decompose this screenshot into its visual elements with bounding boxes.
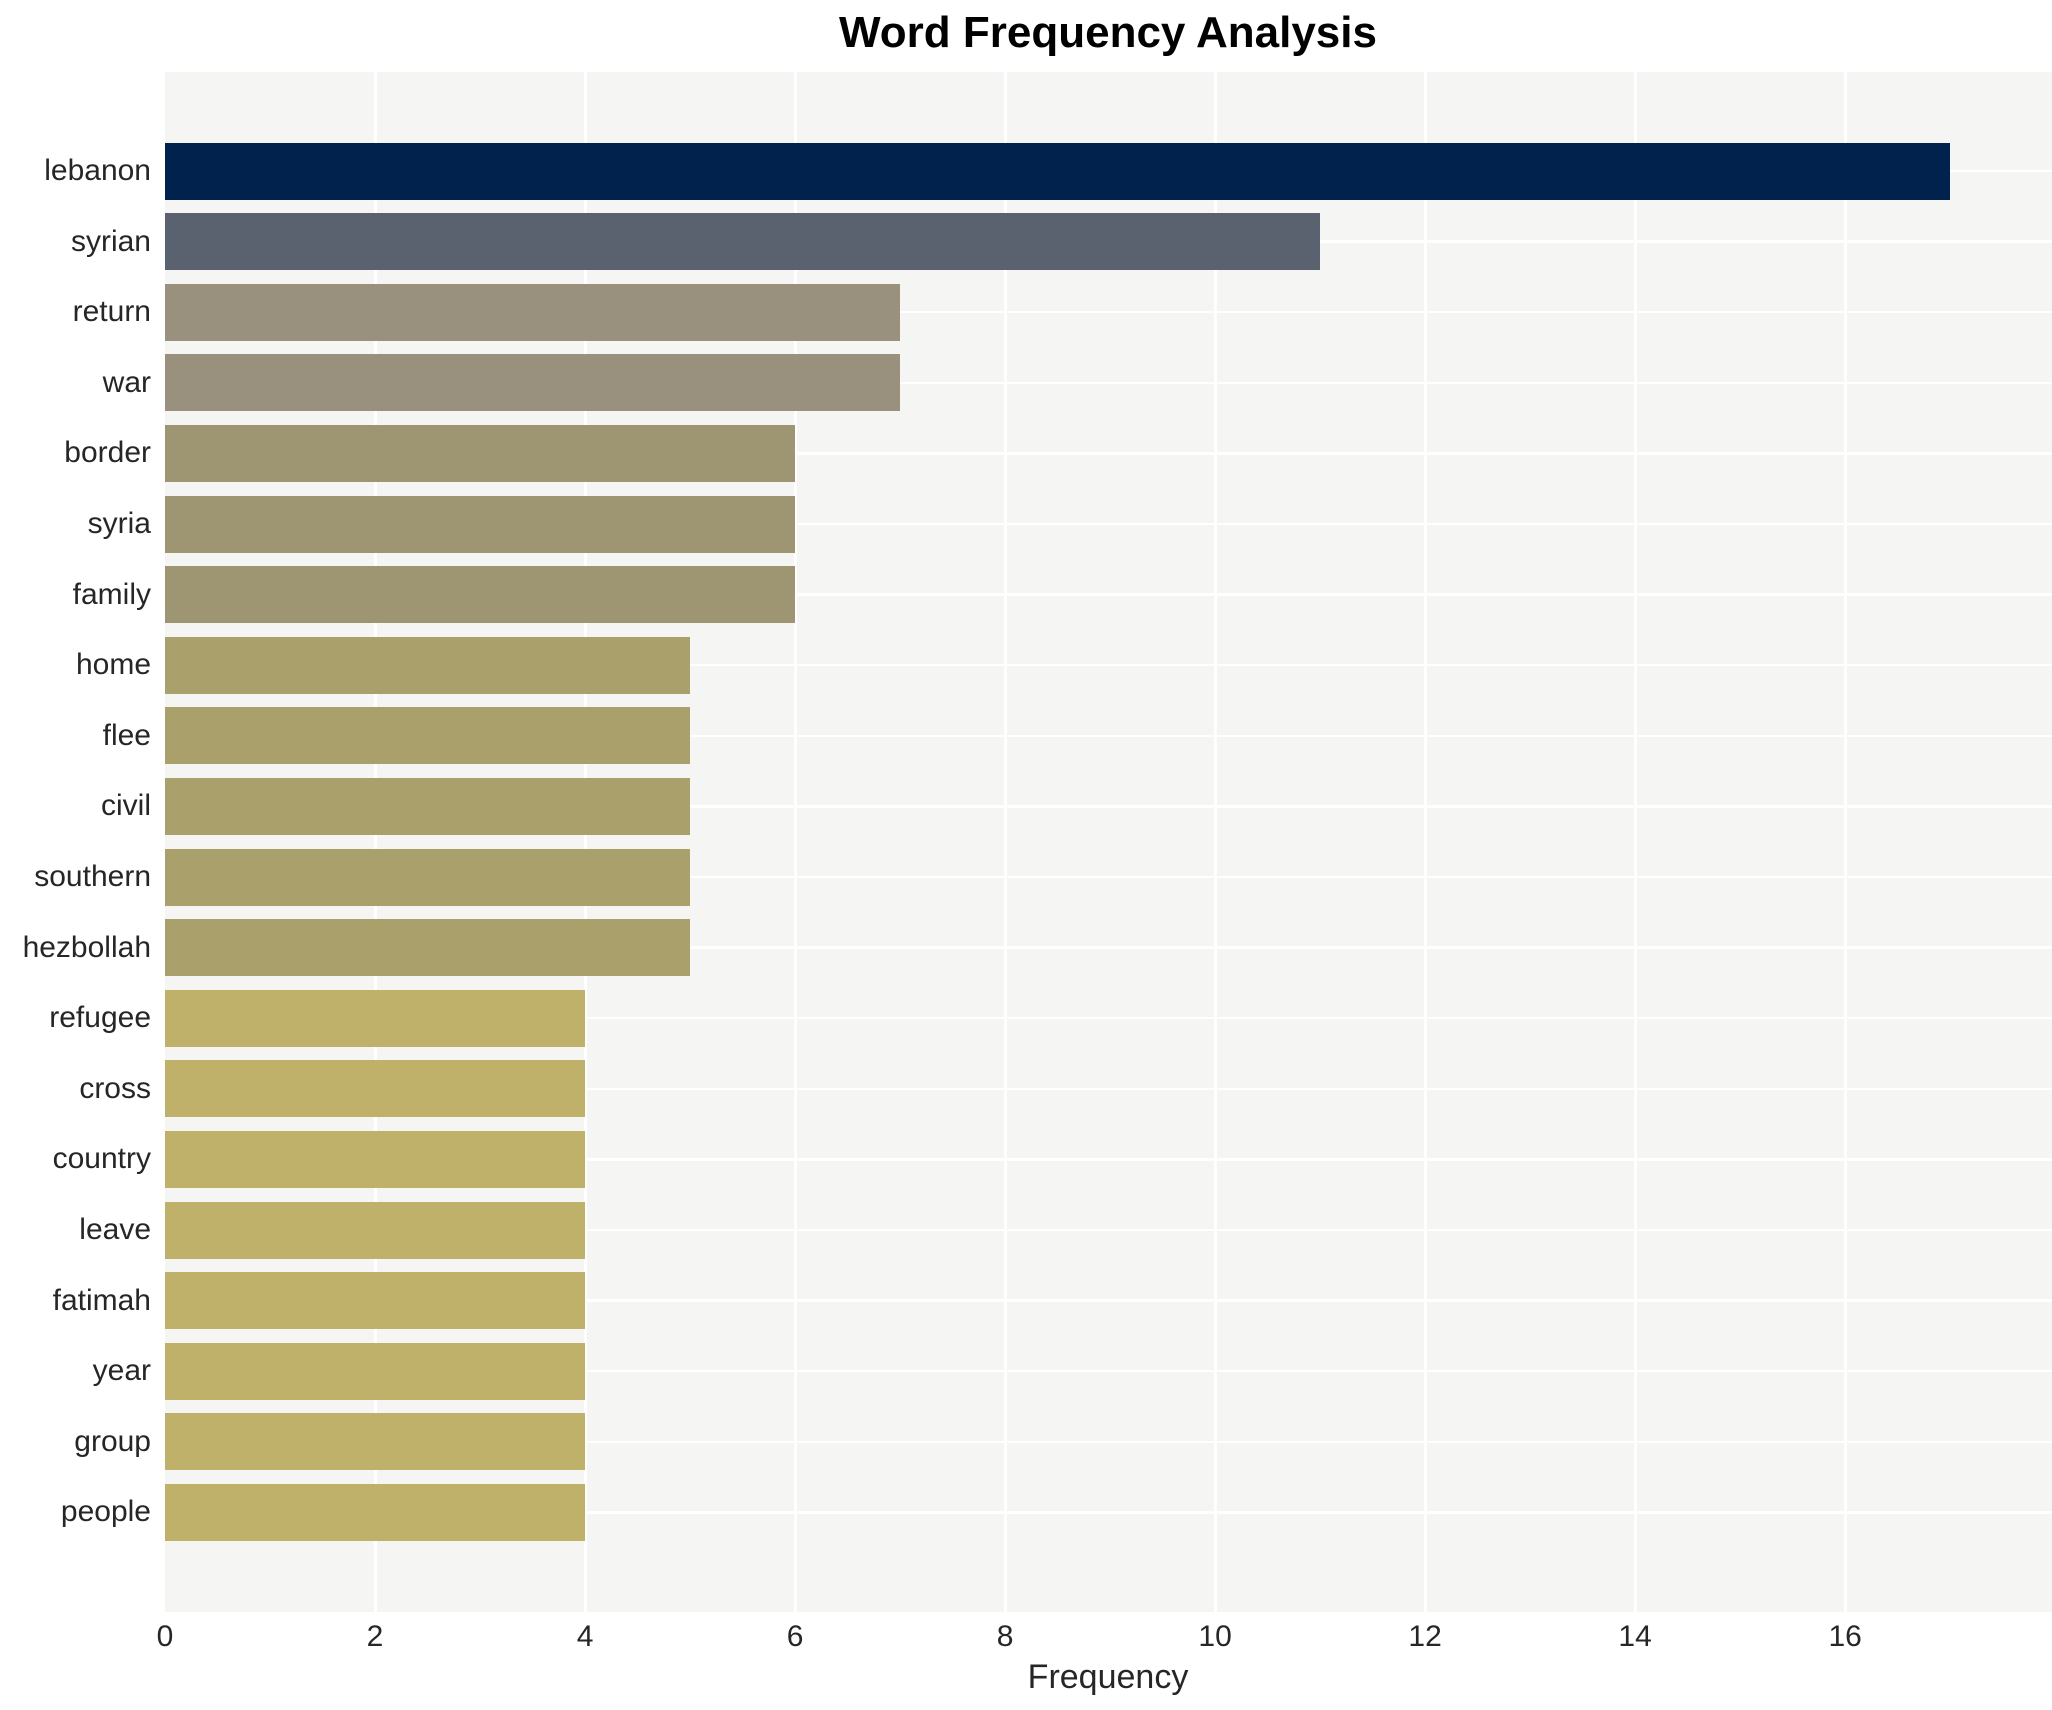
y-tick-label-flee: flee	[102, 718, 151, 752]
x-tick-label-6: 6	[786, 1620, 804, 1653]
horizontal-gridline	[165, 1158, 2052, 1161]
horizontal-gridline	[165, 1228, 2052, 1232]
vertical-gridline	[1633, 72, 1637, 1612]
horizontal-gridline	[165, 593, 2052, 596]
y-tick-label-leave: leave	[79, 1213, 151, 1246]
bar-syria	[165, 495, 796, 553]
y-tick-label-cross: cross	[79, 1071, 151, 1105]
bar-flee	[165, 707, 691, 765]
horizontal-gridline	[165, 875, 2052, 879]
horizontal-gridline	[165, 663, 2052, 667]
x-axis-label: Frequency	[1027, 1658, 1189, 1696]
horizontal-gridline	[165, 805, 2052, 808]
vertical-gridline	[1003, 72, 1007, 1612]
x-tick-label-2: 2	[366, 1620, 384, 1653]
horizontal-gridline	[165, 1016, 2052, 1020]
y-tick-label-war: war	[102, 365, 151, 399]
horizontal-gridline	[165, 1299, 2052, 1302]
vertical-gridline	[1213, 72, 1217, 1612]
y-tick-label-refugee: refugee	[49, 1001, 151, 1035]
bar-hezbollah	[165, 919, 691, 977]
horizontal-gridline	[165, 946, 2052, 949]
vertical-gridline	[373, 72, 377, 1612]
bar-people	[165, 1483, 586, 1541]
vertical-gridline	[793, 72, 797, 1612]
y-tick-label-hezbollah: hezbollah	[22, 930, 151, 964]
vertical-gridline	[1843, 72, 1847, 1612]
y-tick-label-family: family	[72, 577, 151, 611]
y-tick-label-year: year	[92, 1354, 151, 1388]
horizontal-gridline	[165, 734, 2052, 738]
bar-group	[165, 1413, 586, 1471]
bar-war	[165, 354, 901, 412]
horizontal-gridline	[165, 1087, 2052, 1091]
x-tick-label-8: 8	[996, 1620, 1014, 1653]
horizontal-gridline	[165, 1511, 2052, 1514]
y-tick-label-syria: syria	[87, 507, 151, 540]
bar-southern	[165, 848, 691, 906]
y-tick-label-lebanon: lebanon	[44, 154, 151, 187]
horizontal-gridline	[165, 1369, 2052, 1373]
y-tick-label-people: people	[60, 1495, 151, 1529]
bar-refugee	[165, 989, 586, 1047]
bar-home	[165, 636, 691, 694]
chart-title: Word Frequency Analysis	[839, 8, 1377, 57]
x-tick-label-12: 12	[1408, 1620, 1442, 1653]
bar-cross	[165, 1060, 586, 1118]
bar-civil	[165, 777, 691, 835]
y-tick-label-civil: civil	[101, 789, 151, 823]
x-tick-label-16: 16	[1828, 1620, 1862, 1653]
x-tick-label-10: 10	[1198, 1620, 1232, 1653]
bar-syrian	[165, 213, 1321, 271]
y-tick-label-home: home	[75, 648, 151, 682]
bar-border	[165, 424, 796, 482]
y-tick-label-syrian: syrian	[70, 224, 151, 258]
x-tick-label-14: 14	[1618, 1620, 1652, 1653]
bar-leave	[165, 1201, 586, 1259]
y-tick-label-return: return	[72, 295, 151, 329]
x-tick-label-0: 0	[156, 1620, 174, 1653]
bar-fatimah	[165, 1272, 586, 1330]
bar-family	[165, 566, 796, 624]
horizontal-gridline	[165, 522, 2052, 526]
bar-country	[165, 1130, 586, 1188]
bar-lebanon	[165, 142, 1951, 200]
horizontal-gridline	[165, 452, 2052, 455]
y-tick-label-border: border	[64, 436, 151, 470]
y-tick-label-group: group	[74, 1424, 151, 1458]
horizontal-gridline	[165, 310, 2052, 314]
vertical-gridline	[1423, 72, 1427, 1612]
y-tick-label-southern: southern	[34, 860, 151, 893]
horizontal-gridline	[165, 381, 2052, 385]
vertical-gridline	[583, 72, 587, 1612]
horizontal-gridline	[165, 1440, 2052, 1444]
bar-return	[165, 283, 901, 341]
bar-year	[165, 1342, 586, 1400]
y-tick-label-fatimah: fatimah	[52, 1283, 151, 1317]
y-tick-label-country: country	[52, 1142, 151, 1176]
x-tick-label-4: 4	[576, 1620, 594, 1653]
plot-area	[165, 72, 2052, 1612]
